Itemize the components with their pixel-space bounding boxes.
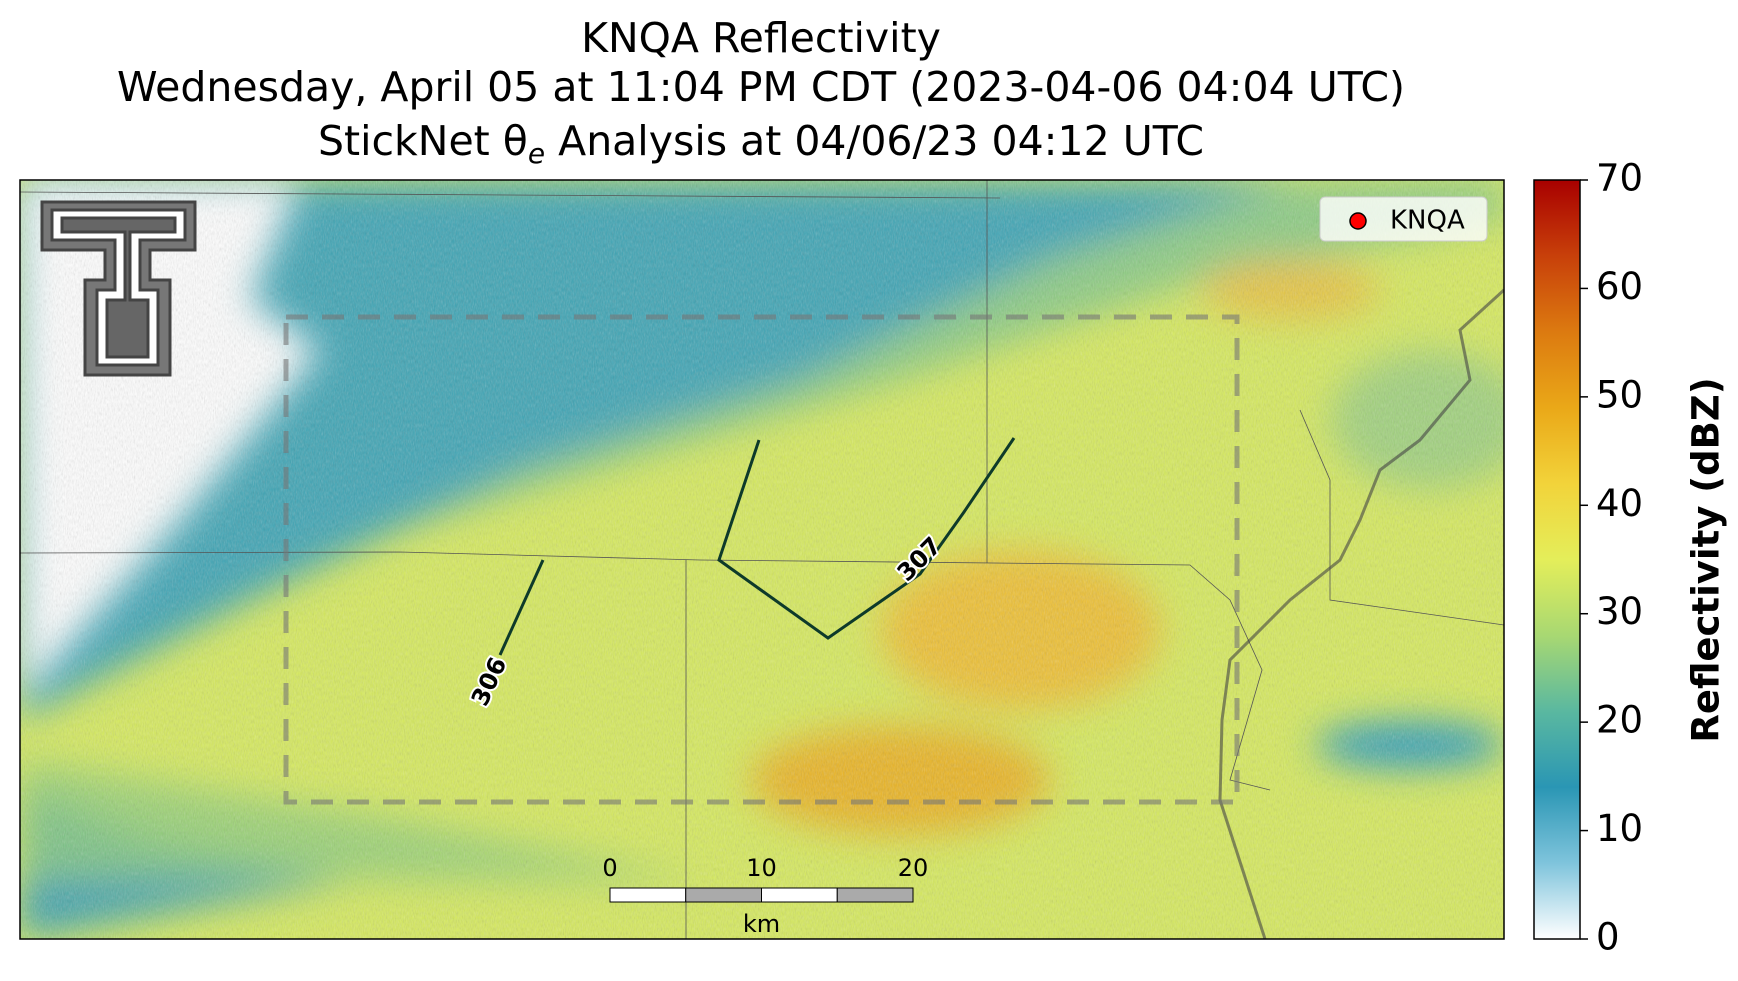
title-subscript: e	[528, 137, 545, 170]
scale-segment	[609, 887, 687, 903]
colorbar-tick-label: 0	[1596, 916, 1620, 959]
colorbar-ticks: 0 10 20 30 40 50 60 70	[1580, 157, 1643, 959]
title: KNQA Reflectivity Wednesday, April 05 at…	[117, 14, 1405, 170]
title-text: StickNet θ	[318, 117, 528, 165]
scale-segment	[761, 887, 838, 903]
scale-segment	[685, 887, 762, 903]
scale-tick-label: 0	[602, 854, 617, 882]
legend: KNQA	[1319, 196, 1488, 242]
title-line: Wednesday, April 05 at 11:04 PM CDT (202…	[117, 63, 1405, 111]
colorbar-tick-label: 70	[1596, 157, 1643, 200]
colorbar-tick-label: 60	[1596, 265, 1643, 308]
colorbar-tick-label: 20	[1596, 699, 1643, 742]
logo	[40, 200, 197, 377]
legend-label: KNQA	[1390, 206, 1465, 236]
radar-field: 306 307	[20, 180, 1504, 939]
legend-marker	[1349, 212, 1367, 230]
colorbar-tick-label: 10	[1596, 807, 1643, 850]
colorbar-tick-label: 50	[1596, 373, 1643, 416]
colorbar-label: Reflectivity (dBZ)	[1685, 377, 1728, 742]
title-text: Analysis at 04/06/23 04:12 UTC	[545, 117, 1204, 165]
scale-unit: km	[743, 910, 780, 938]
title-line: StickNet θe Analysis at 04/06/23 04:12 U…	[318, 117, 1204, 170]
scale-tick-label: 10	[746, 854, 777, 882]
title-line: KNQA Reflectivity	[581, 14, 941, 62]
map-frame	[19, 179, 1505, 940]
scale-segment	[836, 887, 914, 903]
colorbar-tick-label: 30	[1596, 590, 1643, 633]
colorbar-tick-label: 40	[1596, 482, 1643, 525]
colorbar	[1533, 179, 1581, 940]
scale-tick-label: 20	[898, 854, 929, 882]
scale-bar: 0 10 20 km	[602, 854, 928, 938]
